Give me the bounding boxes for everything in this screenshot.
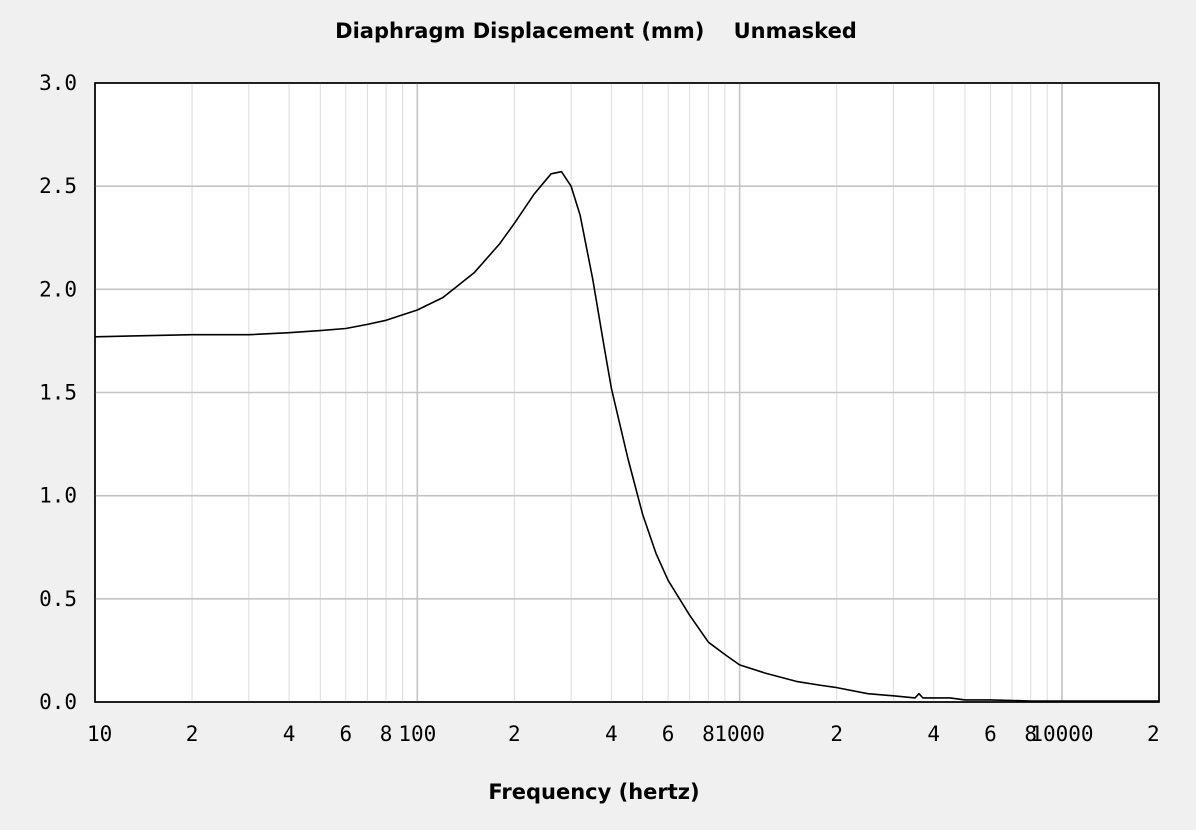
y-tick-label: 2.5 <box>39 174 77 198</box>
chart-title: Diaphragm Displacement (mm) Unmasked <box>335 19 857 43</box>
x-tick-label: 4 <box>927 722 940 746</box>
x-tick-label: 10 <box>87 722 112 746</box>
chart-title-text: Diaphragm Displacement (mm) <box>335 19 704 43</box>
x-tick-label: 6 <box>339 722 352 746</box>
y-tick-label: 0.5 <box>39 587 77 611</box>
y-tick-label: 1.5 <box>39 381 77 405</box>
chart-subtitle: Unmasked <box>734 19 857 43</box>
x-tick-label: 2 <box>186 722 199 746</box>
y-tick-label: 0.0 <box>39 690 77 714</box>
x-tick-label: 8 <box>380 722 393 746</box>
x-tick-label: 2 <box>1147 722 1160 746</box>
series-line-0 <box>94 170 1159 702</box>
x-axis-label: Frequency (hertz) <box>488 780 699 804</box>
x-tick-label: 8 <box>1024 722 1037 746</box>
x-tick-label: 6 <box>662 722 675 746</box>
y-tick-label: 3.0 <box>39 71 77 95</box>
x-tick-label: 100 <box>398 722 436 746</box>
plot-border <box>94 82 1160 703</box>
x-tick-label: 2 <box>830 722 843 746</box>
x-tick-label: 2 <box>508 722 521 746</box>
x-tick-label: 8 <box>702 722 715 746</box>
x-tick-label: 1000 <box>714 722 765 746</box>
y-tick-label: 2.0 <box>39 277 77 301</box>
x-tick-label: 6 <box>984 722 997 746</box>
x-tick-label: 10000 <box>1030 722 1093 746</box>
x-tick-label: 4 <box>605 722 618 746</box>
y-tick-label: 1.0 <box>39 484 77 508</box>
x-tick-label: 4 <box>283 722 296 746</box>
